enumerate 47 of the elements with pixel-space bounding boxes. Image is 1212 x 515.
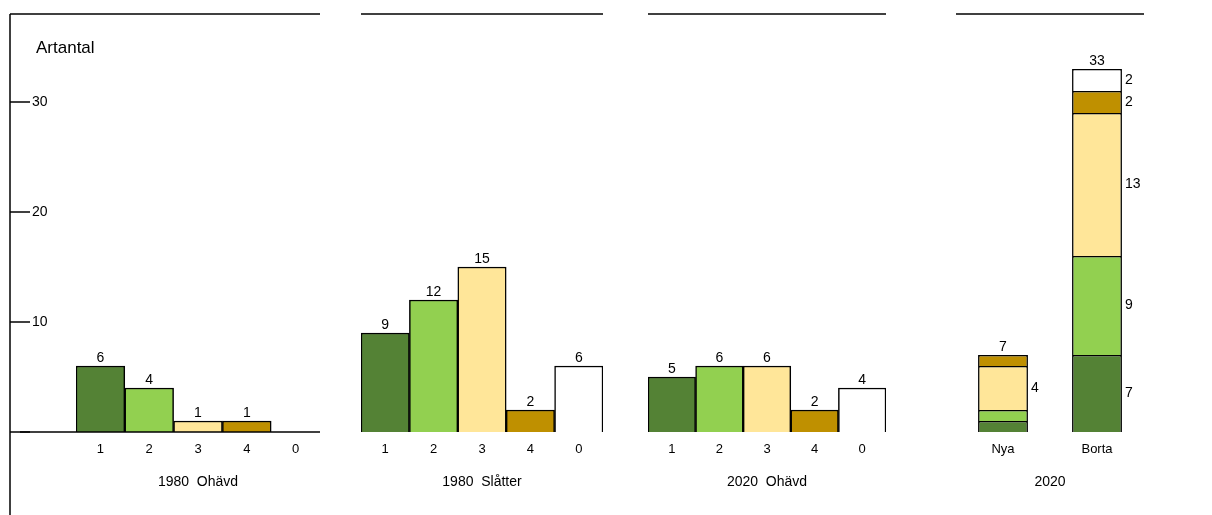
x-tick-label: 4 (810, 441, 819, 457)
total-label: 33 (1089, 51, 1105, 68)
x-tick-label: 1 (381, 441, 389, 457)
data-label: 4 (858, 370, 867, 387)
data-label: 12 (425, 282, 442, 299)
x-tick-label: 2 (145, 441, 153, 457)
y-tick-label: 10 (32, 312, 48, 329)
data-label: 2 (1124, 92, 1133, 109)
data-label: 1 (242, 403, 251, 420)
x-tick-label: 0 (291, 441, 300, 457)
x-tick-label: Borta (1081, 441, 1114, 457)
x-axis-title: 1980 Slåtter (442, 473, 523, 490)
x-tick-label: 1 (96, 441, 105, 457)
x-tick-label: 1 (668, 441, 676, 457)
x-tick-label: 0 (858, 441, 866, 457)
x-tick-label: Nya (991, 441, 1016, 457)
data-label: 7 (1124, 384, 1133, 401)
x-tick-label: 4 (243, 441, 251, 457)
y-axis-title: Artantal (36, 37, 95, 57)
x-axis-title: 2020 (1034, 473, 1066, 490)
data-label: 2 (1124, 70, 1133, 87)
data-label: 6 (763, 348, 772, 365)
x-tick-label: 2 (429, 441, 438, 457)
data-label: 4 (145, 370, 154, 387)
x-tick-label: 3 (478, 441, 486, 457)
x-tick-label: 0 (575, 441, 583, 457)
x-axis-title: 1980 Ohävd (157, 473, 239, 490)
data-label: 9 (1124, 296, 1133, 313)
data-label: 2 (810, 392, 819, 409)
data-label: 5 (667, 359, 676, 376)
x-axis-title: 2020 Ohävd (726, 473, 808, 490)
x-tick-label: 2 (715, 441, 724, 457)
data-label: 9 (381, 315, 390, 332)
data-label: 15 (474, 249, 490, 266)
data-label: 1 (194, 403, 203, 420)
data-label: 6 (574, 348, 583, 365)
y-tick-label: 20 (32, 202, 48, 219)
data-label: 6 (96, 348, 105, 365)
y-tick-label: 30 (32, 92, 48, 109)
data-label: 13 (1124, 175, 1141, 192)
data-label: 6 (715, 348, 724, 365)
data-label: 4 (1030, 378, 1039, 395)
data-label: 2 (526, 392, 535, 409)
x-tick-label: 3 (194, 441, 202, 457)
total-label: 7 (999, 337, 1008, 354)
x-tick-label: 4 (526, 441, 535, 457)
x-tick-label: 3 (763, 441, 771, 457)
